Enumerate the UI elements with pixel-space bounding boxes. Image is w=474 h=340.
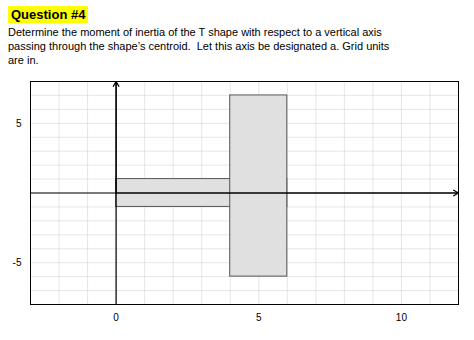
svg-text:10: 10 xyxy=(396,312,408,323)
svg-text:5: 5 xyxy=(16,118,22,129)
svg-text:5: 5 xyxy=(256,312,262,323)
html-text:passing through the shape’s ce: passing through the shape’s centroid. Le… xyxy=(8,40,390,52)
html-text:Question #4: Question #4 xyxy=(11,7,86,22)
html-text:are in.: are in. xyxy=(8,54,39,66)
html-text:Determine the moment of inerti: Determine the moment of inertia of the T… xyxy=(8,26,382,38)
svg-text:0: 0 xyxy=(113,312,119,323)
svg-text:-5: -5 xyxy=(13,257,22,268)
